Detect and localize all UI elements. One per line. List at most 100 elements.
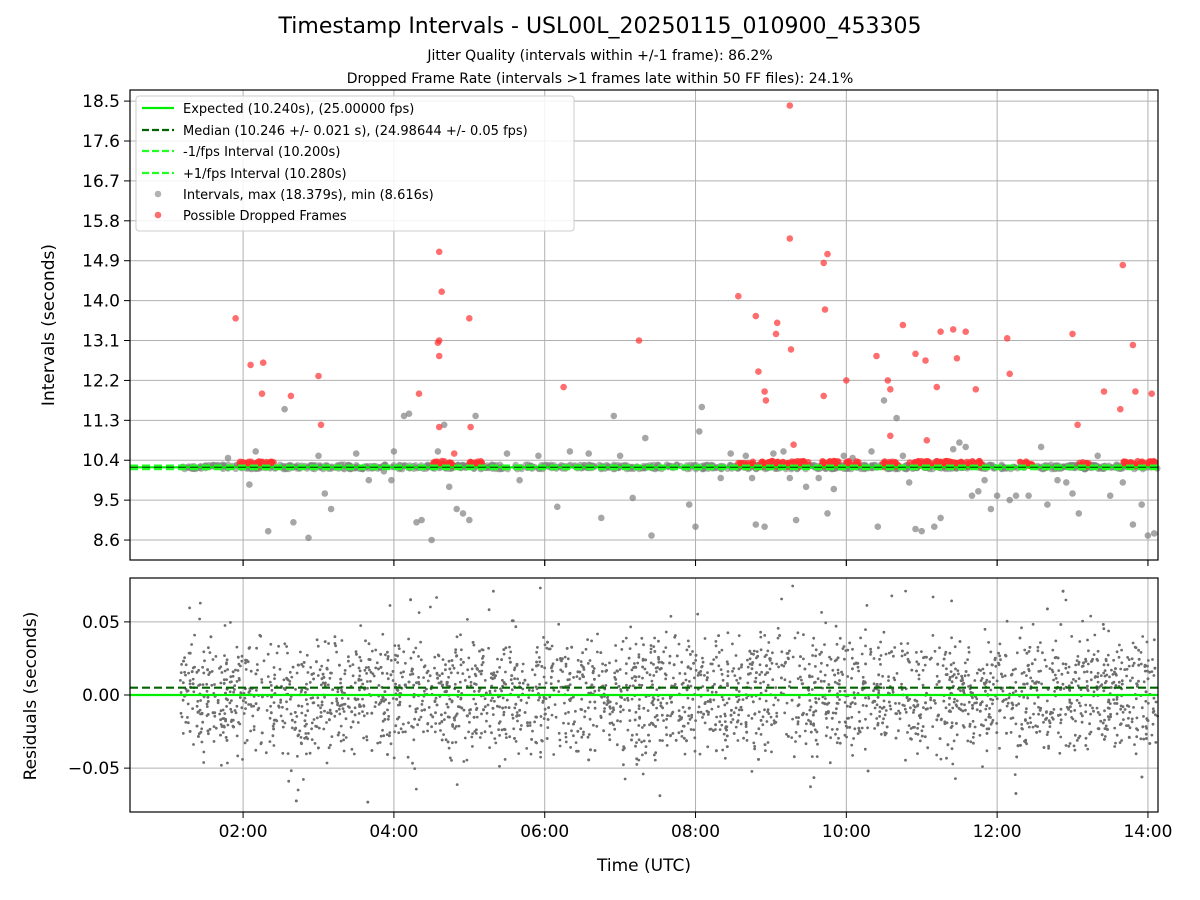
residual-point bbox=[1131, 641, 1135, 645]
residual-point bbox=[797, 716, 800, 719]
residual-point bbox=[1088, 722, 1091, 726]
residual-point bbox=[394, 724, 398, 728]
residual-point bbox=[608, 738, 612, 742]
residual-point bbox=[225, 739, 229, 742]
residual-point bbox=[478, 736, 482, 739]
residual-point bbox=[678, 672, 682, 675]
residual-point bbox=[235, 734, 239, 738]
interval-point bbox=[770, 450, 777, 457]
residual-point bbox=[1075, 659, 1079, 662]
residual-point bbox=[850, 676, 853, 680]
residual-point bbox=[851, 701, 854, 704]
residual-point bbox=[866, 726, 869, 730]
interval-point bbox=[290, 519, 297, 526]
interval-point bbox=[1138, 501, 1145, 508]
residual-point bbox=[754, 676, 758, 680]
residual-point bbox=[669, 714, 672, 718]
residual-point bbox=[988, 680, 991, 684]
residual-point bbox=[1119, 707, 1123, 711]
residual-point bbox=[653, 650, 657, 653]
residual-point bbox=[586, 638, 589, 641]
residual-point bbox=[1120, 661, 1124, 665]
residual-point bbox=[237, 677, 241, 680]
residual-point bbox=[966, 658, 969, 661]
residual-point bbox=[439, 681, 442, 685]
residual-point bbox=[835, 727, 839, 731]
residual-point bbox=[706, 689, 710, 692]
residual-point bbox=[625, 683, 628, 687]
residual-point bbox=[330, 735, 334, 738]
residual-point bbox=[1057, 669, 1061, 672]
residual-point bbox=[731, 669, 734, 673]
residual-point bbox=[714, 644, 718, 648]
residual-point bbox=[694, 659, 698, 662]
residual-point bbox=[446, 705, 450, 709]
residual-point bbox=[492, 671, 496, 675]
residual-point bbox=[478, 649, 481, 653]
residual-point bbox=[198, 601, 202, 605]
residual-point bbox=[468, 708, 471, 712]
dropped-frame-point bbox=[821, 306, 829, 313]
residual-point bbox=[386, 753, 389, 756]
residual-point bbox=[815, 755, 819, 758]
residual-point bbox=[306, 671, 310, 674]
residual-point bbox=[299, 741, 303, 745]
residual-point bbox=[1039, 669, 1042, 673]
residual-point bbox=[1089, 712, 1092, 716]
residual-point bbox=[419, 640, 422, 644]
residual-point bbox=[980, 677, 984, 680]
residual-point bbox=[830, 716, 834, 720]
residual-point bbox=[650, 679, 654, 683]
residual-point bbox=[765, 653, 768, 657]
residual-point bbox=[955, 699, 959, 703]
residual-point bbox=[721, 748, 725, 752]
residual-point bbox=[653, 636, 656, 640]
residual-point bbox=[1070, 635, 1074, 638]
residual-point bbox=[883, 713, 887, 717]
residual-point bbox=[952, 673, 956, 676]
residual-point bbox=[726, 682, 729, 685]
residual-point bbox=[1104, 679, 1108, 683]
residual-point bbox=[864, 662, 867, 666]
residual-point bbox=[997, 661, 1000, 665]
residual-point bbox=[460, 706, 463, 710]
residual-point bbox=[913, 725, 916, 729]
residual-point bbox=[957, 672, 960, 676]
residual-point bbox=[535, 664, 538, 668]
residual-point bbox=[983, 627, 987, 631]
residual-point bbox=[912, 708, 916, 712]
residual-point bbox=[825, 726, 829, 729]
residual-point bbox=[641, 753, 644, 757]
residual-point bbox=[387, 701, 391, 705]
residual-point bbox=[883, 731, 887, 734]
residual-point bbox=[714, 728, 717, 731]
residual-point bbox=[687, 714, 691, 718]
residual-point bbox=[795, 716, 798, 719]
legend-median-label: Median (10.246 +/- 0.021 s), (24.98644 +… bbox=[183, 124, 528, 139]
residual-point bbox=[954, 703, 958, 707]
residual-point bbox=[362, 736, 365, 740]
residual-point bbox=[428, 674, 432, 678]
residual-point bbox=[916, 752, 919, 755]
residual-point bbox=[1022, 695, 1026, 699]
residual-point bbox=[672, 676, 675, 680]
residual-point bbox=[634, 744, 637, 748]
residual-point bbox=[543, 643, 547, 647]
residual-point bbox=[496, 657, 499, 661]
residual-point bbox=[808, 699, 812, 702]
residual-point bbox=[366, 686, 369, 690]
residual-point bbox=[1146, 701, 1150, 705]
residual-point bbox=[681, 724, 685, 728]
residual-point bbox=[391, 679, 395, 682]
residual-point bbox=[619, 720, 622, 723]
residual-point bbox=[1094, 675, 1097, 678]
residual-point bbox=[1074, 719, 1077, 723]
residual-point bbox=[803, 667, 807, 671]
residual-point bbox=[1120, 679, 1124, 683]
residual-point bbox=[206, 700, 210, 703]
residual-point bbox=[472, 643, 476, 647]
residual-point bbox=[426, 669, 430, 673]
residual-point bbox=[653, 715, 657, 719]
residual-point bbox=[1076, 655, 1080, 658]
residual-point bbox=[861, 704, 865, 707]
